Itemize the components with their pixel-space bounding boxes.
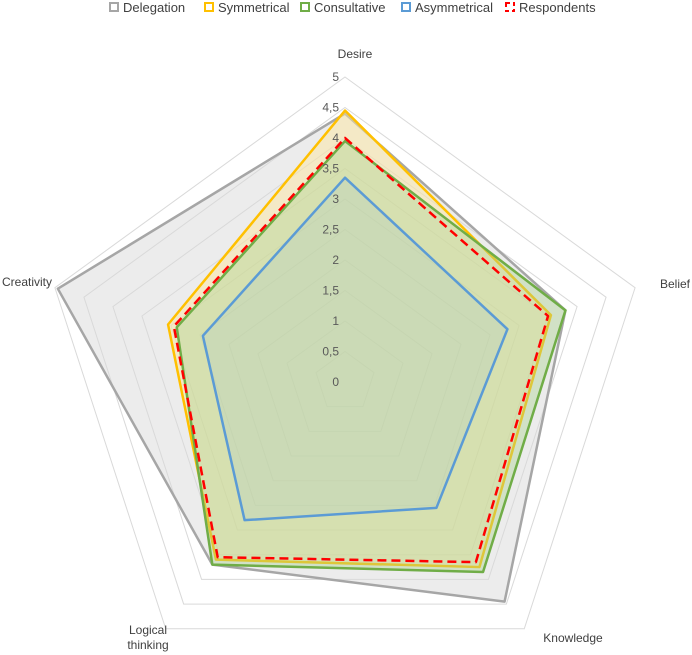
- legend-swatch-consultative: [300, 2, 310, 12]
- tick-label: 3: [332, 192, 339, 206]
- tick-label: 1,5: [322, 284, 339, 298]
- legend-swatch-delegation: [109, 2, 119, 12]
- legend-swatch-asymmetrical: [401, 2, 411, 12]
- axis-label-creativity: Creativity: [2, 275, 52, 289]
- axis-label-belief: Belief: [660, 277, 691, 291]
- tick-label: 4,5: [322, 101, 339, 115]
- tick-label: 2: [332, 253, 339, 267]
- series-respondents: [172, 136, 550, 564]
- legend-label-consultative: Consultative: [314, 0, 386, 15]
- axis-labels: Desire Belief Knowledge Logical thinking Crea…: [2, 47, 691, 652]
- grid-ring: [54, 76, 636, 630]
- tick-label: 3,5: [322, 162, 339, 176]
- legend-label-symmetrical: Symmetrical: [218, 0, 290, 15]
- tick-label: 1: [332, 314, 339, 328]
- tick-label: 4: [332, 131, 339, 145]
- tick-label: 0: [332, 375, 339, 389]
- legend: Delegation Symmetrical Consultative Asymmet…: [109, 0, 596, 15]
- legend-label-respondents: Respondents: [519, 0, 596, 15]
- series-group: [56, 109, 567, 603]
- axis-label-logical-thinking: Logical thinking: [127, 623, 168, 652]
- legend-swatch-respondents: [505, 2, 515, 12]
- series-asymmetrical: [201, 176, 509, 522]
- legend-label-delegation: Delegation: [123, 0, 185, 15]
- tick-label: 2,5: [322, 223, 339, 237]
- axis-label-desire: Desire: [338, 47, 373, 61]
- tick-label: 5: [332, 70, 339, 84]
- legend-label-asymmetrical: Asymmetrical: [415, 0, 493, 15]
- axis-label-knowledge: Knowledge: [543, 631, 603, 645]
- tick-labels: 0 0,5 1 1,5 2 2,5 3 3,5 4 4,5 5: [322, 70, 339, 389]
- series-consultative: [175, 139, 567, 574]
- legend-swatch-symmetrical: [204, 2, 214, 12]
- series-delegation: [56, 112, 567, 603]
- tick-label: 0,5: [322, 345, 339, 359]
